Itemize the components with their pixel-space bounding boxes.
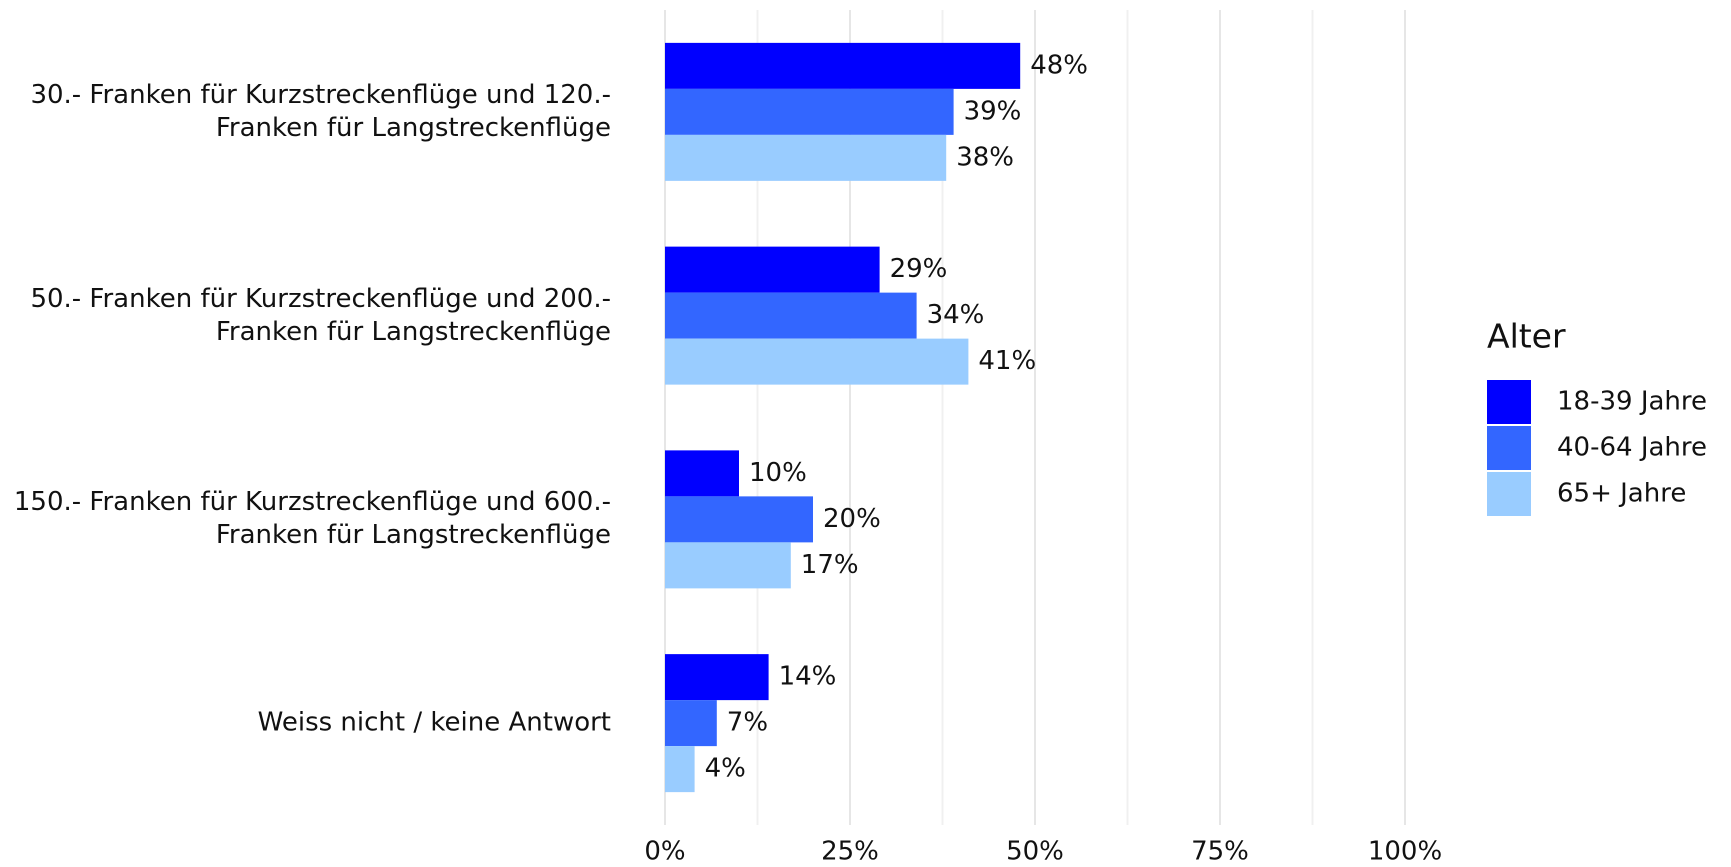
bar	[665, 496, 813, 543]
legend-title: Alter	[1487, 317, 1566, 356]
legend-label: 65+ Jahre	[1557, 479, 1686, 509]
value-label: 29%	[890, 254, 948, 284]
bar	[665, 134, 947, 181]
legend-key	[1487, 426, 1531, 470]
value-label: 41%	[978, 346, 1036, 376]
x-tick-label: 50%	[1006, 837, 1064, 867]
value-label: 20%	[823, 504, 881, 534]
value-label: 14%	[779, 662, 837, 692]
value-label: 38%	[956, 142, 1014, 172]
category-label: 150.- Franken für Kurzstreckenflüge und …	[13, 487, 611, 551]
bar	[665, 746, 695, 793]
legend-key	[1487, 472, 1531, 516]
bar	[665, 338, 969, 385]
bar	[665, 654, 769, 701]
value-label: 17%	[801, 550, 859, 580]
bar	[665, 700, 717, 747]
bar	[665, 542, 791, 589]
x-tick-label: 100%	[1368, 837, 1442, 867]
value-label: 39%	[964, 96, 1022, 126]
value-label: 10%	[749, 458, 807, 488]
value-label: 48%	[1030, 50, 1088, 80]
value-label: 4%	[705, 754, 746, 784]
value-label: 34%	[927, 300, 985, 330]
category-label: 50.- Franken für Kurzstreckenflüge und 2…	[30, 283, 611, 347]
legend-label: 40-64 Jahre	[1557, 433, 1707, 463]
legend-key	[1487, 380, 1531, 424]
category-label: 30.- Franken für Kurzstreckenflüge und 1…	[30, 79, 611, 143]
legend-label: 18-39 Jahre	[1557, 387, 1707, 417]
x-tick-label: 0%	[644, 837, 685, 867]
x-tick-label: 75%	[1191, 837, 1249, 867]
bar	[665, 88, 954, 135]
bar	[665, 246, 880, 293]
bar	[665, 292, 917, 339]
category-label: Weiss nicht / keine Antwort	[257, 707, 611, 738]
bar	[665, 42, 1021, 89]
x-tick-label: 25%	[821, 837, 879, 867]
value-label: 7%	[727, 708, 768, 738]
bar	[665, 450, 739, 497]
